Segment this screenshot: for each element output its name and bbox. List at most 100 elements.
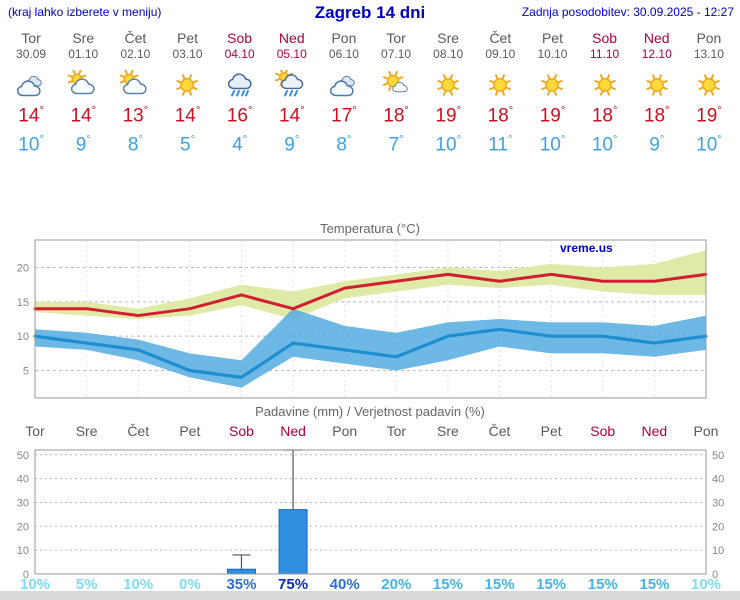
day-date-label: 04.10 [224,47,255,61]
svg-text:20: 20 [17,262,29,274]
last-update-text: Zadnja posodobitev: 30.09.2025 - 12:27 [521,5,734,19]
precip-day-label: Sre [75,423,98,439]
svg-text:0: 0 [23,569,29,580]
high-temp: 18° [643,105,670,127]
day-name-label: Sre [72,30,95,46]
low-temp: 9° [75,134,91,156]
low-temp: 10° [696,134,722,156]
day-column[interactable]: Tor 07.10 18° 7° [370,30,422,157]
footer-strip [0,591,740,600]
svg-text:40: 40 [712,474,724,486]
svg-text:30: 30 [712,497,724,509]
day-date-label: 01.10 [68,47,99,61]
precip-bar [278,509,308,575]
day-column[interactable]: Ned 05.10 14° 9° [266,30,318,157]
precip-probability: 15% [484,576,515,593]
high-temp: 13° [122,105,149,127]
precip-probability: 5% [75,576,98,593]
day-name-label: Tor [21,30,41,46]
precip-chart-title: Padavine (mm) / Verjetnost padavin (%) [255,404,485,419]
day-column[interactable]: Pet 03.10 14° 5° [161,30,213,157]
day-column[interactable]: Sre 08.10 19° 10° [422,30,474,157]
svg-text:15: 15 [17,297,29,309]
day-column[interactable]: Tor 30.09 14° 10° [5,30,57,157]
day-name-label: Pon [331,30,357,46]
sunny-icon [474,70,526,102]
day-column[interactable]: Pon 13.10 19° 10° [683,30,735,157]
rain-icon [214,70,266,102]
high-temp: 14° [18,105,44,127]
precip-probability: 0% [179,576,201,593]
day-column[interactable]: Sob 04.10 16° 4° [214,30,266,157]
day-name-label: Sob [592,30,618,46]
low-temp: 9° [284,134,300,156]
low-temp: 11° [488,134,513,156]
day-date-label: 09.10 [485,47,516,61]
day-column[interactable]: Pon 06.10 17° 8° [318,30,370,157]
high-temp: 19° [696,105,722,127]
day-column[interactable]: Ned 12.10 18° 9° [631,30,683,157]
day-column[interactable]: Pet 10.10 19° 10° [526,30,578,157]
day-column[interactable]: Čet 02.10 13° 8° [109,30,161,157]
sunny-icon [422,70,474,102]
high-temp: 18° [591,105,618,127]
precipitation-chart: 0 0 10 10 20 20 30 30 40 40 50 50 [17,449,725,580]
precip-probability: 10% [19,576,51,593]
day-name-label: Ned [643,30,670,46]
day-date-label: 02.10 [120,47,151,61]
day-column[interactable]: Čet 09.10 18° 11° [474,30,526,157]
day-name-label: Ned [278,30,305,46]
sunny-icon [683,70,735,102]
precip-day-label: Čet [127,423,150,439]
precip-day-label: Pet [179,423,201,439]
forecast-table: Tor 30.09 14° 10° Sre 01.10 14° 9° Čet 02.10 13° 8°… [5,30,735,157]
precip-day-labels: Tor Sre Čet Pet Sob Ned Pon Tor Sre Čet Pet Sob Ned P… [0,423,740,441]
low-temp: 5° [180,134,195,156]
high-temp: 18° [383,105,409,127]
low-temp: 10° [591,134,618,156]
day-column[interactable]: Sre 01.10 14° 9° [57,30,109,157]
day-date-label: 11.10 [590,47,620,61]
mostly-sunny-icon [370,70,422,102]
precip-day-label: Pon [693,423,719,439]
precip-day-label: Ned [641,423,668,439]
precip-probability-labels: 10% 5% 10% 0% 35% 75% 40% 20% 15% 15% 15% 15% 15% 10% [0,576,740,593]
low-temp: 10° [539,134,566,156]
precip-plot-border [34,449,707,575]
precip-probability: 75% [278,576,309,593]
low-temp: 8° [127,134,143,156]
precip-probability: 10% [690,576,722,593]
sunny-icon [161,70,213,102]
high-temp: 19° [539,105,566,127]
day-name-label: Čet [124,30,147,46]
svg-text:50: 50 [712,450,724,462]
partly-cloudy-icon [109,69,161,102]
svg-text:50: 50 [17,450,29,462]
partly-cloudy-icon [57,69,109,102]
precip-probability: 15% [639,576,670,593]
temperature-chart: 5 10 15 20 vreme.us [17,239,708,399]
svg-text:40: 40 [17,474,29,486]
cloudy-icon [318,70,370,102]
day-date-label: 10.10 [537,47,568,61]
low-temp: 4° [232,134,248,156]
day-name-label: Čet [489,30,512,46]
gridlines: 5 10 15 20 [17,240,707,398]
sunny-icon [631,70,683,102]
day-date-label: 30.09 [16,47,47,61]
low-temp: 10° [18,134,44,156]
high-temp: 16° [226,105,253,127]
precip-day-label: Sob [590,423,616,439]
low-temp: 9° [649,134,665,156]
svg-text:5: 5 [23,366,29,378]
precip-day-label: Sre [437,423,459,439]
watermark-link[interactable]: vreme.us [560,241,613,255]
temp-plot-border [34,239,707,399]
day-name-label: Pet [176,30,198,46]
day-date-label: 12.10 [641,47,672,61]
precip-day-label: Pet [540,423,562,439]
gridlines: 0 0 10 10 20 20 30 30 40 40 50 50 [17,450,725,580]
low-temp-band [35,308,706,388]
day-column[interactable]: Sob 11.10 18° 10° [579,30,631,157]
